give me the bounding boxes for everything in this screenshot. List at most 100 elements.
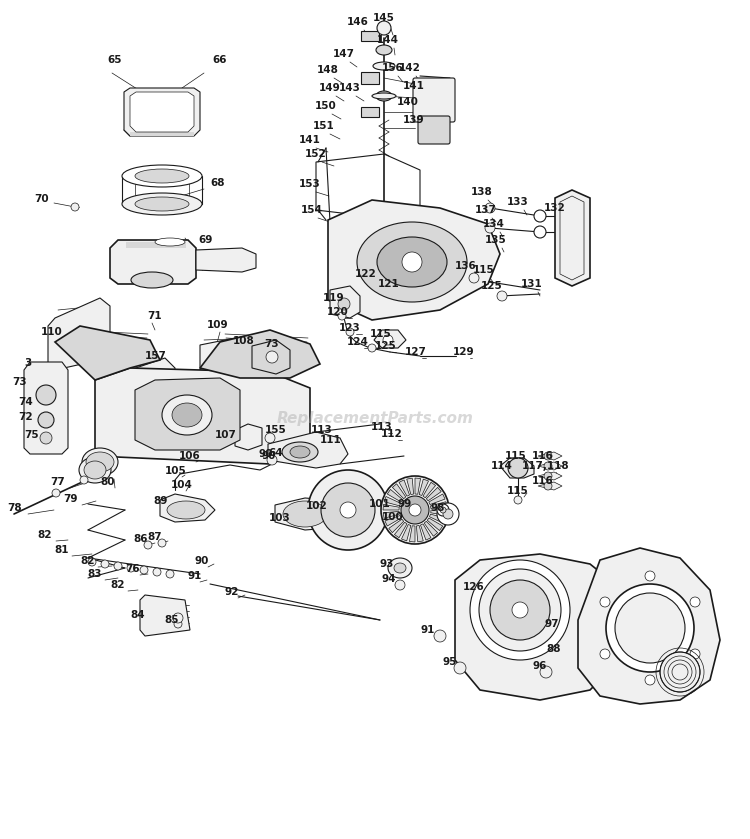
Ellipse shape — [162, 395, 212, 435]
Polygon shape — [328, 200, 500, 320]
Circle shape — [469, 273, 479, 283]
Circle shape — [395, 580, 405, 590]
Polygon shape — [455, 554, 620, 700]
Circle shape — [645, 571, 655, 581]
Text: 125: 125 — [482, 281, 502, 291]
Polygon shape — [421, 524, 431, 540]
Text: 78: 78 — [8, 503, 22, 513]
Polygon shape — [130, 132, 194, 136]
Polygon shape — [268, 432, 348, 468]
Text: 66: 66 — [213, 55, 227, 65]
Polygon shape — [538, 462, 562, 470]
Ellipse shape — [443, 509, 453, 519]
Text: 106: 106 — [179, 451, 201, 461]
Polygon shape — [392, 484, 406, 498]
Text: 110: 110 — [41, 327, 63, 337]
Text: 80: 80 — [100, 477, 116, 487]
Text: 73: 73 — [13, 377, 27, 387]
Ellipse shape — [79, 457, 111, 483]
Polygon shape — [235, 424, 262, 450]
Circle shape — [114, 562, 122, 570]
Polygon shape — [538, 482, 562, 490]
Text: 148: 148 — [317, 65, 339, 75]
Text: 108: 108 — [233, 336, 255, 346]
Text: 155: 155 — [266, 425, 286, 435]
Text: 74: 74 — [19, 397, 33, 407]
Text: 136: 136 — [455, 261, 477, 271]
Text: 76: 76 — [126, 564, 140, 574]
Polygon shape — [430, 502, 447, 508]
Ellipse shape — [84, 461, 106, 479]
Circle shape — [36, 385, 56, 405]
Text: 138: 138 — [471, 187, 493, 197]
Text: 71: 71 — [148, 311, 162, 321]
Ellipse shape — [122, 193, 202, 215]
Circle shape — [144, 541, 152, 549]
Circle shape — [401, 496, 429, 524]
Polygon shape — [95, 368, 310, 464]
Text: 112: 112 — [381, 429, 403, 439]
Text: 82: 82 — [81, 556, 95, 566]
Text: 135: 135 — [485, 235, 507, 245]
Circle shape — [690, 649, 700, 659]
Text: 141: 141 — [299, 135, 321, 145]
Ellipse shape — [376, 91, 392, 101]
Text: 84: 84 — [130, 610, 146, 620]
Polygon shape — [383, 504, 399, 510]
Ellipse shape — [440, 507, 446, 513]
Ellipse shape — [135, 169, 189, 183]
Text: 111: 111 — [320, 435, 342, 445]
Text: 89: 89 — [154, 496, 168, 506]
Polygon shape — [401, 524, 411, 541]
Ellipse shape — [437, 503, 459, 525]
Polygon shape — [200, 330, 320, 378]
Ellipse shape — [372, 93, 396, 99]
Text: 88: 88 — [547, 644, 561, 654]
Ellipse shape — [172, 403, 202, 427]
Text: 123: 123 — [339, 323, 361, 333]
Text: 156: 156 — [382, 63, 404, 73]
Text: 121: 121 — [378, 279, 400, 289]
FancyBboxPatch shape — [413, 78, 455, 122]
Circle shape — [454, 662, 466, 674]
Polygon shape — [410, 526, 415, 542]
Polygon shape — [538, 472, 562, 480]
Circle shape — [265, 433, 275, 443]
Circle shape — [88, 558, 96, 566]
Circle shape — [158, 539, 166, 547]
Ellipse shape — [357, 222, 467, 302]
Polygon shape — [330, 286, 360, 318]
Polygon shape — [374, 330, 406, 348]
Text: 126: 126 — [463, 582, 484, 592]
Bar — [361, 31, 379, 41]
Text: 104: 104 — [171, 480, 193, 490]
Text: 93: 93 — [380, 559, 394, 569]
Text: 103: 103 — [269, 513, 291, 523]
Circle shape — [544, 482, 552, 490]
Text: 141: 141 — [403, 81, 425, 91]
Text: 150: 150 — [315, 101, 337, 111]
Text: 144: 144 — [377, 35, 399, 45]
Text: 85: 85 — [165, 615, 179, 625]
Ellipse shape — [321, 483, 375, 537]
Text: 90: 90 — [195, 556, 209, 566]
Text: 129: 129 — [453, 347, 475, 357]
Circle shape — [485, 223, 495, 233]
Ellipse shape — [479, 569, 561, 651]
Text: 154: 154 — [301, 205, 323, 215]
Ellipse shape — [381, 476, 449, 544]
Polygon shape — [406, 478, 413, 494]
Polygon shape — [426, 487, 441, 501]
FancyBboxPatch shape — [418, 116, 450, 144]
Text: 145: 145 — [373, 13, 395, 23]
Circle shape — [267, 455, 277, 465]
Text: 86: 86 — [134, 534, 148, 544]
Text: 87: 87 — [148, 532, 162, 542]
Polygon shape — [252, 340, 290, 374]
Ellipse shape — [606, 584, 694, 672]
Text: 113: 113 — [311, 425, 333, 435]
Text: 98: 98 — [430, 503, 445, 513]
Polygon shape — [424, 521, 438, 536]
Text: 79: 79 — [63, 494, 77, 504]
Text: 68: 68 — [211, 178, 225, 188]
